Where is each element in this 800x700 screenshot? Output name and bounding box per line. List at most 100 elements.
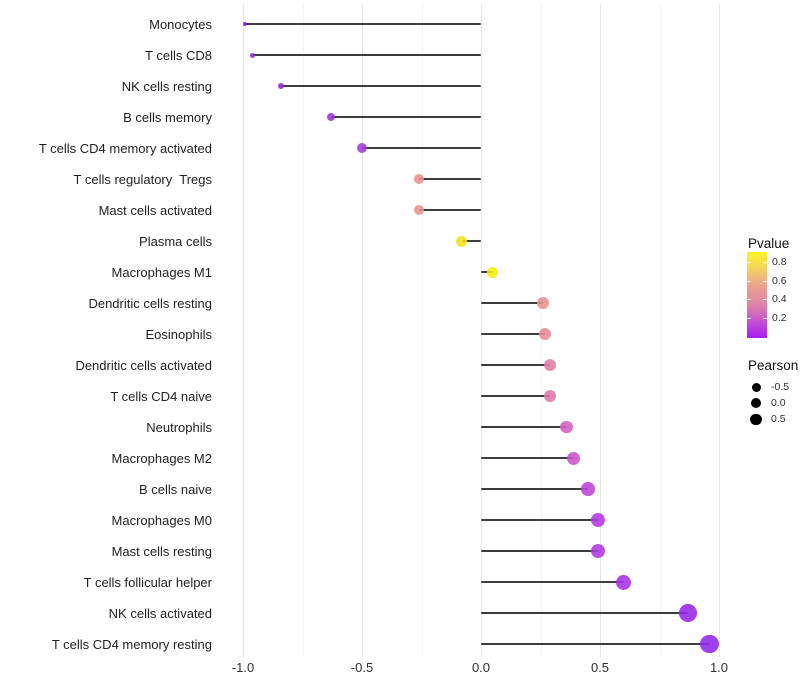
lollipop-dot [277,82,285,90]
lollipop-stem [419,209,481,211]
y-axis-label: Plasma cells [139,234,212,249]
pearson-legend: Pearson -0.5 0.0 0.5 [745,358,800,438]
y-axis-label: Dendritic cells activated [75,358,212,373]
lollipop-dot [567,451,581,465]
pvalue-colorbar-tick [747,318,751,320]
lollipop-stem [362,147,481,149]
lollipop-dot [537,297,549,309]
lollipop-dot [413,173,425,185]
lollipop-stem [481,395,551,397]
pvalue-colorbar-tick [763,262,767,263]
pearson-legend-title: Pearson [748,358,799,373]
lollipop-dot [679,604,697,622]
lollipop-stem [281,85,481,87]
grid-line-major [362,4,363,657]
y-axis-label: T cells follicular helper [83,575,212,590]
pvalue-colorbar-tick [763,299,767,301]
lollipop-stem [245,23,481,25]
pearson-legend-dot [750,397,762,409]
pvalue-colorbar-tick [747,262,751,263]
lollipop-stem [481,426,567,428]
pearson-legend-dot [750,413,762,426]
y-axis-label: NK cells activated [108,606,212,621]
pvalue-colorbar [747,252,767,338]
y-axis-label: Mast cells resting [111,544,212,559]
lollipop-stem [419,178,481,180]
pearson-legend-label: -0.5 [771,381,790,393]
y-axis-label: T cells CD8 [145,48,212,63]
lollipop-dot [700,634,719,654]
grid-line-major [719,4,720,657]
pearson-legend-label: 0.5 [771,413,786,426]
lollipop-stem [481,271,493,273]
lollipop-stem [481,519,598,521]
pvalue-legend: Pvalue 0.8 0.6 0.4 0.2 [745,236,800,346]
pvalue-colorbar-tick [763,318,767,320]
lollipop-stem [461,240,481,242]
y-axis-label: Macrophages M1 [111,265,212,280]
lollipop-stem [481,550,598,552]
y-axis-label: NK cells resting [121,79,212,94]
grid-line-minor [421,4,423,657]
pearson-legend-dot [751,382,761,392]
plot-panel [220,4,737,657]
lollipop-stem [481,457,574,459]
pvalue-colorbar-tick [747,280,751,282]
pvalue-tick-label: 0.8 [772,256,787,268]
pvalue-tick-label: 0.2 [772,312,787,325]
lollipop-dot [357,143,367,153]
lollipop-stem [481,364,551,366]
lollipop-dot [539,328,552,340]
lollipop-stem [331,116,481,118]
pvalue-colorbar-tick [747,299,751,301]
lollipop-dot [590,544,605,558]
x-axis-tick-label: 0.5 [590,660,610,675]
lollipop-dot [487,266,499,278]
lollipop-dot [456,235,468,247]
lollipop-stem [481,333,546,335]
lollipop-dot [326,112,336,122]
x-axis-tick-label: -1.0 [231,660,255,675]
pvalue-tick-label: 0.4 [772,293,787,306]
grid-line-major [243,4,244,657]
pvalue-colorbar-tick [763,280,767,282]
pvalue-legend-title: Pvalue [748,236,790,251]
grid-line-minor [659,4,661,657]
y-axis-label: Neutrophils [146,420,212,435]
y-axis-label: T cells CD4 naive [110,389,212,404]
lollipop-stem [481,612,689,614]
y-axis-label: Monocytes [149,17,212,32]
y-axis-label: T cells CD4 memory resting [51,637,212,652]
x-axis-tick-labels: -1.0 -0.5 0.0 0.5 1.0 [0,660,800,678]
lollipop-stem [481,488,589,490]
lollipop-dot [413,204,425,216]
lollipop-dot [243,22,248,26]
lollipop-dot [616,574,632,590]
lollipop-dot [560,420,573,434]
lollipop-dot [250,52,256,58]
y-axis-label: T cells CD4 memory activated [38,141,212,156]
grid-line-major [600,4,601,657]
y-axis-label: Macrophages M2 [111,451,212,466]
grid-line-minor [302,4,304,657]
y-axis-label: B cells naive [139,482,212,497]
y-axis-label: Eosinophils [145,327,213,342]
lollipop-stem [481,581,624,583]
x-axis-tick-label: 1.0 [709,660,729,675]
y-axis-label: Mast cells activated [98,203,212,218]
grid-line-major [481,4,482,657]
y-axis-labels: Monocytes T cells CD8 NK cells resting B ce… [0,4,212,657]
y-axis-label: T cells regulatory Tregs [73,172,212,187]
pearson-legend-label: 0.0 [771,397,786,410]
lollipop-dot [544,359,557,371]
y-axis-label: Dendritic cells resting [88,296,212,311]
lollipop-dot [581,482,595,496]
lollipop-stem [481,643,710,645]
x-axis-tick-label: -0.5 [350,660,374,675]
y-axis-label: B cells memory [123,110,212,125]
y-axis-label: Macrophages M0 [111,513,212,528]
pvalue-tick-label: 0.6 [772,274,787,287]
x-axis-tick-label: 0.0 [471,660,491,675]
lollipop-dot [544,390,557,402]
